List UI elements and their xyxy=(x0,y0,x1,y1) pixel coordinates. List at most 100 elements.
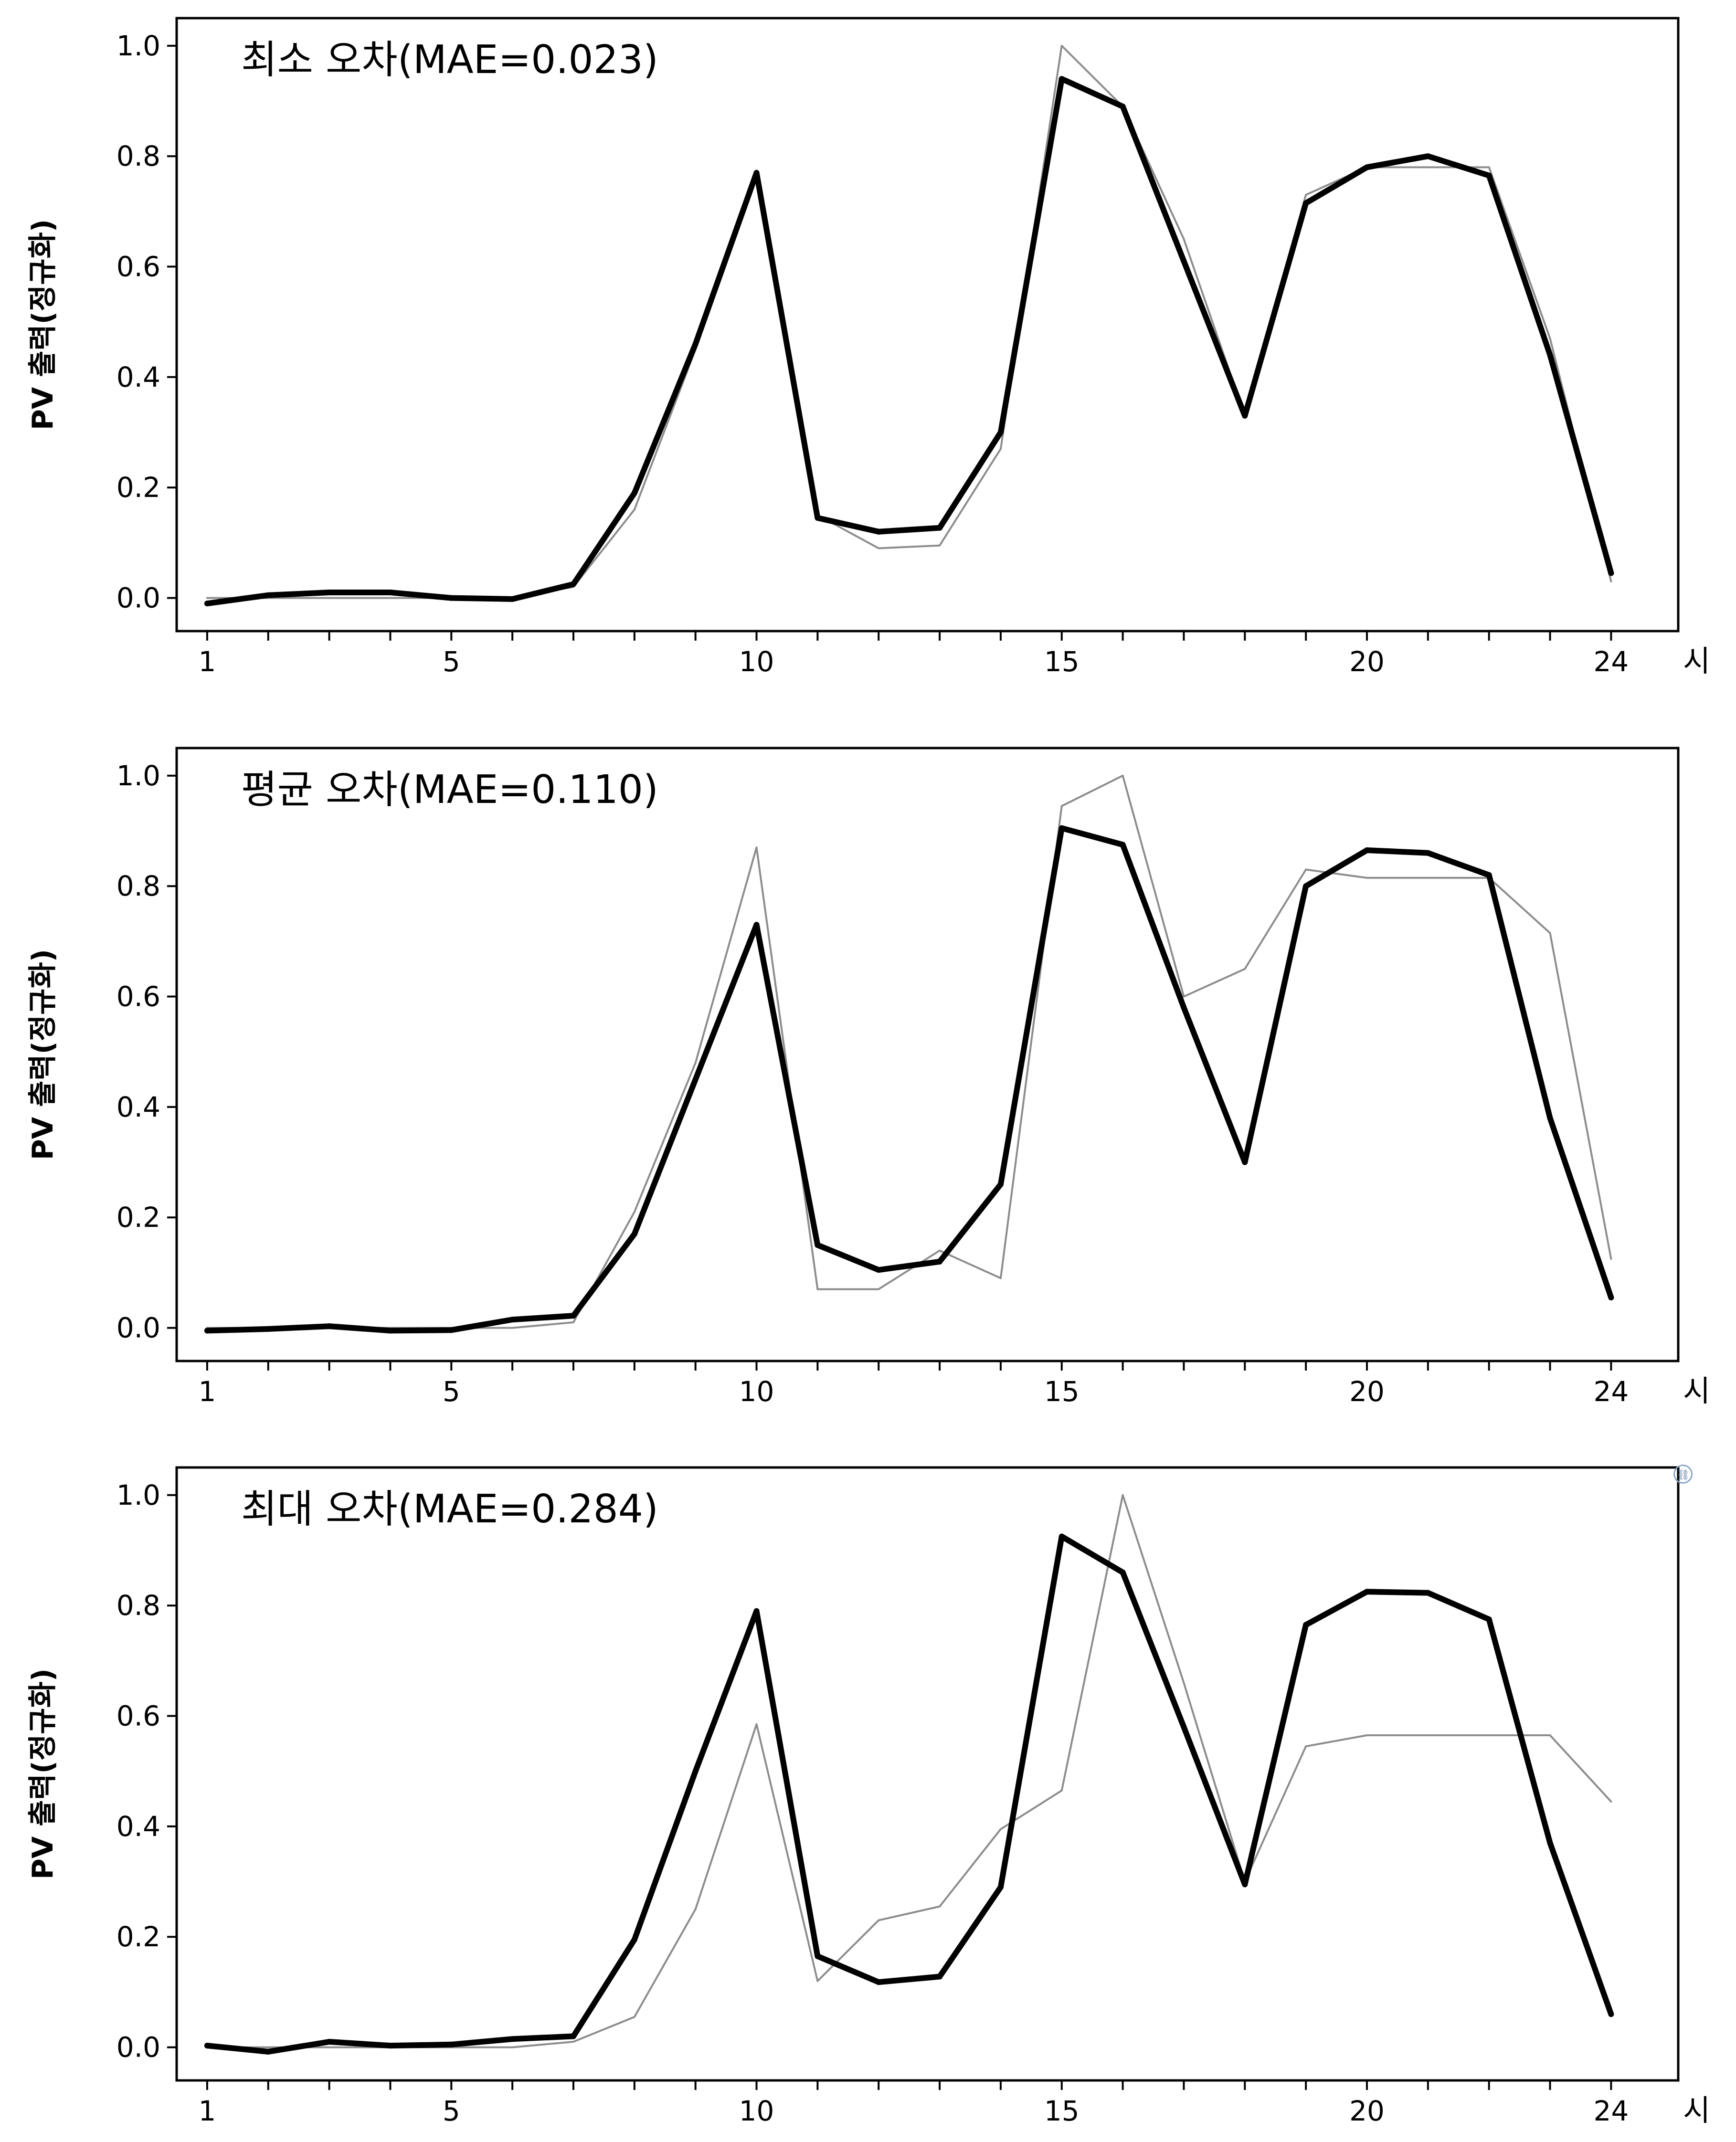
x-tick-label: 1 xyxy=(198,645,216,678)
point-thick xyxy=(1608,570,1614,576)
point-thick xyxy=(1486,872,1492,878)
y-tick-label: 0.0 xyxy=(116,1312,160,1344)
point-thick xyxy=(1608,2011,1614,2017)
point-thick xyxy=(876,1267,882,1273)
point-thin xyxy=(999,1277,1002,1279)
series-line-thin xyxy=(206,1494,1612,2048)
point-thin xyxy=(572,2041,574,2043)
point-thick xyxy=(1120,1569,1126,1575)
point-thick xyxy=(387,1328,393,1334)
point-thick xyxy=(570,2033,576,2039)
point-thin xyxy=(999,1828,1002,1830)
x-tick-label: 24 xyxy=(1593,2095,1629,2127)
point-thick xyxy=(204,1328,210,1334)
series-line-thick xyxy=(204,1533,1614,2055)
point-thick xyxy=(1303,1622,1309,1628)
point-thin xyxy=(1549,932,1551,934)
y-tick-label: 0.4 xyxy=(116,361,160,393)
point-thin xyxy=(1427,166,1429,169)
point-thin xyxy=(1610,580,1612,582)
point-thick xyxy=(1059,76,1065,82)
x-tick-label: 1 xyxy=(198,1375,216,1408)
x-tick-label: 10 xyxy=(739,2095,774,2127)
point-thick xyxy=(997,429,1004,435)
x-tick-label: 5 xyxy=(443,645,460,678)
point-thick xyxy=(326,590,332,596)
point-thin xyxy=(1366,1734,1368,1737)
point-thin xyxy=(633,508,635,511)
point-thick xyxy=(1120,104,1126,110)
point-thin xyxy=(1122,1494,1124,1496)
point-thick xyxy=(509,596,516,602)
chart-annotation: 최소 오차(MAE=0.023) xyxy=(241,37,658,83)
point-thin xyxy=(878,1288,880,1290)
point-thin xyxy=(878,547,880,549)
point-thick xyxy=(937,1973,943,1980)
point-thick xyxy=(204,2043,210,2049)
point-thin xyxy=(878,1919,880,1921)
point-thin xyxy=(1244,968,1246,970)
x-tick-label: 20 xyxy=(1349,2095,1385,2127)
point-thin xyxy=(755,1723,758,1725)
y-tick-label: 0.0 xyxy=(116,582,160,614)
point-thick xyxy=(1364,847,1370,853)
point-thick xyxy=(265,2048,271,2055)
x-tick-label: 24 xyxy=(1593,645,1629,678)
x-tick-label: 5 xyxy=(443,2095,460,2127)
point-thick xyxy=(265,592,271,598)
x-tick-label: 15 xyxy=(1044,1375,1080,1408)
point-thick xyxy=(570,581,576,587)
point-thin xyxy=(1305,194,1307,196)
point-thick xyxy=(631,1937,637,1943)
y-tick-label: 0.8 xyxy=(116,870,160,902)
point-thin xyxy=(511,1327,514,1329)
y-tick-label: 0.0 xyxy=(116,2031,160,2064)
point-thick xyxy=(448,595,455,601)
point-thin xyxy=(389,597,392,599)
point-thick xyxy=(1364,164,1370,170)
point-thin xyxy=(1488,1734,1490,1737)
point-thick xyxy=(815,1242,821,1248)
chart-annotation: 최대 오차(MAE=0.284) xyxy=(241,1487,658,1532)
point-thick xyxy=(753,922,760,928)
point-thick xyxy=(1547,352,1553,358)
chart-annotation: 평균 오차(MAE=0.110) xyxy=(241,767,658,812)
point-thin xyxy=(633,2015,635,2018)
y-tick-label: 0.4 xyxy=(116,1091,160,1123)
point-thin xyxy=(1122,774,1124,777)
point-thick xyxy=(1303,200,1309,206)
point-thin xyxy=(694,1062,697,1064)
point-thin xyxy=(939,1905,941,1908)
x-tick-label: 15 xyxy=(1044,645,1080,678)
y-tick-label: 0.8 xyxy=(116,140,160,172)
point-thick xyxy=(448,2041,455,2047)
point-thin xyxy=(1183,995,1185,998)
point-thick xyxy=(937,1258,943,1265)
point-thick xyxy=(265,1326,271,1332)
point-thick xyxy=(631,1231,637,1237)
y-axis-label: PV 출력(정규화) xyxy=(26,949,60,1160)
y-axis-label: PV 출력(정규화) xyxy=(26,1668,60,1879)
point-thick xyxy=(387,2043,393,2049)
point-thick xyxy=(876,528,882,535)
point-thick xyxy=(692,1768,699,1774)
point-thin xyxy=(1305,868,1307,871)
point-thick xyxy=(997,1181,1004,1187)
point-thick xyxy=(509,2036,516,2042)
point-thick xyxy=(448,1327,455,1333)
point-thin xyxy=(1610,1800,1612,1803)
point-thin xyxy=(755,846,758,849)
x-tick-label: 10 xyxy=(739,1375,774,1408)
point-thin xyxy=(816,1288,819,1290)
x-tick-label: 24 xyxy=(1593,1375,1629,1408)
series-line-thick xyxy=(204,825,1614,1334)
point-thick xyxy=(1486,1616,1492,1623)
point-thick xyxy=(815,1953,821,1959)
point-thick xyxy=(326,2039,332,2045)
x-unit-label: 시 xyxy=(1683,644,1710,678)
point-thin xyxy=(511,2046,514,2048)
point-thick xyxy=(937,525,943,531)
x-tick-label: 1 xyxy=(198,2095,216,2127)
link-icon[interactable]: ⛓ xyxy=(1673,1465,1693,1484)
plot-frame xyxy=(175,747,1680,1362)
